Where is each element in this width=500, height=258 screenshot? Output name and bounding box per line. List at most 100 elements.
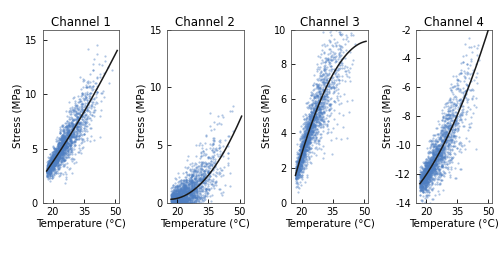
Point: [426, 158, 434, 162]
Point: [338, 56, 346, 60]
Point: [194, 187, 202, 191]
Point: [46, 168, 54, 173]
Point: [320, 151, 328, 156]
Point: [194, 198, 202, 202]
Point: [293, 170, 301, 174]
Point: [44, 169, 52, 173]
Point: [45, 164, 53, 168]
Point: [431, 150, 439, 155]
Point: [426, 168, 434, 172]
Point: [300, 154, 308, 158]
Point: [48, 164, 56, 168]
Point: [194, 182, 202, 186]
Point: [68, 124, 76, 128]
Point: [296, 158, 304, 162]
Point: [70, 139, 78, 143]
Point: [206, 168, 214, 173]
Point: [78, 117, 86, 121]
Point: [172, 196, 180, 200]
Point: [437, 143, 445, 148]
Point: [298, 168, 306, 172]
Point: [425, 169, 433, 173]
Point: [296, 157, 304, 161]
Point: [322, 87, 330, 91]
Point: [54, 153, 62, 157]
Point: [424, 168, 432, 173]
Point: [174, 203, 182, 207]
Point: [306, 138, 314, 142]
Point: [430, 157, 438, 161]
Point: [294, 160, 302, 164]
Point: [79, 110, 87, 114]
Point: [68, 123, 76, 127]
Point: [314, 139, 322, 143]
Point: [304, 130, 312, 134]
Point: [187, 195, 195, 199]
Point: [202, 141, 209, 146]
Point: [302, 115, 310, 119]
Point: [50, 163, 58, 167]
Point: [81, 124, 89, 128]
Point: [44, 170, 52, 174]
Point: [184, 189, 192, 193]
Point: [45, 162, 53, 166]
Point: [177, 196, 185, 200]
Point: [294, 168, 302, 172]
Point: [308, 126, 316, 131]
Point: [300, 162, 308, 166]
Point: [304, 127, 312, 132]
Point: [72, 122, 80, 126]
Point: [428, 172, 436, 176]
Point: [294, 162, 302, 166]
Point: [178, 193, 186, 197]
Point: [192, 198, 200, 202]
Point: [188, 204, 196, 208]
Point: [174, 189, 182, 194]
Point: [169, 194, 177, 198]
Point: [61, 145, 69, 149]
Point: [178, 195, 186, 199]
Point: [302, 141, 310, 145]
Point: [438, 142, 446, 147]
Point: [172, 192, 179, 196]
Point: [342, 10, 350, 14]
Point: [440, 132, 448, 136]
Point: [424, 174, 432, 179]
Point: [442, 135, 450, 140]
Point: [200, 198, 208, 202]
Point: [174, 180, 182, 184]
Point: [198, 162, 206, 166]
Point: [443, 117, 451, 121]
Point: [200, 161, 207, 165]
Point: [200, 181, 208, 185]
Point: [62, 133, 70, 138]
Point: [55, 156, 63, 160]
Point: [311, 132, 319, 136]
Point: [48, 159, 56, 163]
Point: [314, 87, 322, 91]
Point: [421, 167, 429, 172]
Point: [293, 165, 301, 169]
Point: [56, 147, 64, 151]
Point: [173, 200, 181, 204]
Point: [463, 83, 471, 87]
Point: [300, 140, 308, 144]
Point: [314, 104, 322, 108]
Point: [444, 104, 452, 108]
Point: [82, 117, 90, 122]
Point: [294, 172, 302, 176]
Point: [202, 162, 210, 166]
Point: [424, 174, 432, 178]
Point: [424, 179, 432, 183]
Point: [56, 160, 64, 164]
Point: [60, 142, 68, 146]
Point: [172, 209, 180, 214]
Point: [298, 147, 306, 151]
Point: [417, 188, 425, 192]
Point: [416, 180, 424, 184]
Point: [429, 154, 437, 158]
Point: [43, 170, 51, 174]
Point: [450, 115, 458, 119]
Point: [436, 157, 444, 161]
Point: [192, 174, 200, 178]
